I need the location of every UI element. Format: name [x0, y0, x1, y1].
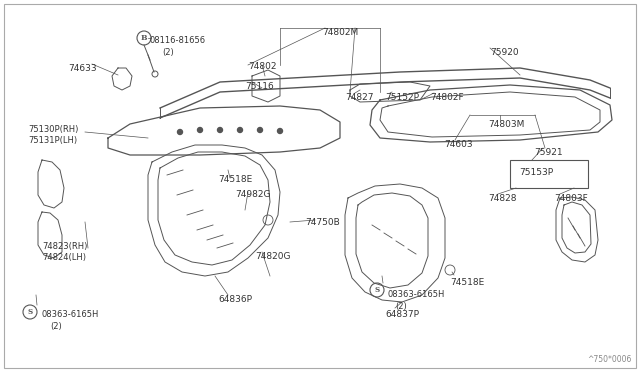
Text: 74802F: 74802F	[430, 93, 463, 102]
Text: 75921: 75921	[534, 148, 563, 157]
Text: 74803M: 74803M	[488, 120, 524, 129]
Text: 74518E: 74518E	[450, 278, 484, 287]
Text: 08363-6165H: 08363-6165H	[42, 310, 99, 319]
Text: 74824(LH): 74824(LH)	[42, 253, 86, 262]
Text: S: S	[374, 286, 380, 294]
Circle shape	[257, 128, 262, 132]
Text: 74803F: 74803F	[554, 194, 588, 203]
Bar	[510, 160, 588, 188]
Circle shape	[237, 128, 243, 132]
Text: 75920: 75920	[490, 48, 518, 57]
Text: 74802: 74802	[248, 62, 276, 71]
Text: B: B	[141, 34, 147, 42]
Circle shape	[218, 128, 223, 132]
Text: 74633: 74633	[68, 64, 97, 73]
Text: 74828: 74828	[488, 194, 516, 203]
Text: 75131P(LH): 75131P(LH)	[28, 136, 77, 145]
Text: 08116-81656: 08116-81656	[150, 36, 206, 45]
Circle shape	[278, 128, 282, 134]
Text: (2): (2)	[50, 322, 61, 331]
Text: ^750*0006: ^750*0006	[588, 355, 632, 364]
Text: 74982G: 74982G	[235, 190, 271, 199]
Circle shape	[177, 129, 182, 135]
Text: 74750B: 74750B	[305, 218, 340, 227]
Text: 74603: 74603	[444, 140, 472, 149]
Text: 75130P(RH): 75130P(RH)	[28, 125, 78, 134]
Text: 75116: 75116	[245, 82, 274, 91]
Text: 74823(RH): 74823(RH)	[42, 242, 88, 251]
Text: S: S	[28, 308, 33, 316]
Text: 74827: 74827	[345, 93, 374, 102]
Text: 74802M: 74802M	[322, 28, 358, 37]
Text: 75152P: 75152P	[385, 93, 419, 102]
Text: (2): (2)	[162, 48, 173, 57]
Text: (2): (2)	[395, 302, 407, 311]
Text: 75153P: 75153P	[519, 168, 553, 177]
Text: 08363-6165H: 08363-6165H	[388, 290, 445, 299]
Text: 64837P: 64837P	[385, 310, 419, 319]
Text: 74518E: 74518E	[218, 175, 252, 184]
Circle shape	[198, 128, 202, 132]
Text: 64836P: 64836P	[218, 295, 252, 304]
Text: 74820G: 74820G	[255, 252, 291, 261]
